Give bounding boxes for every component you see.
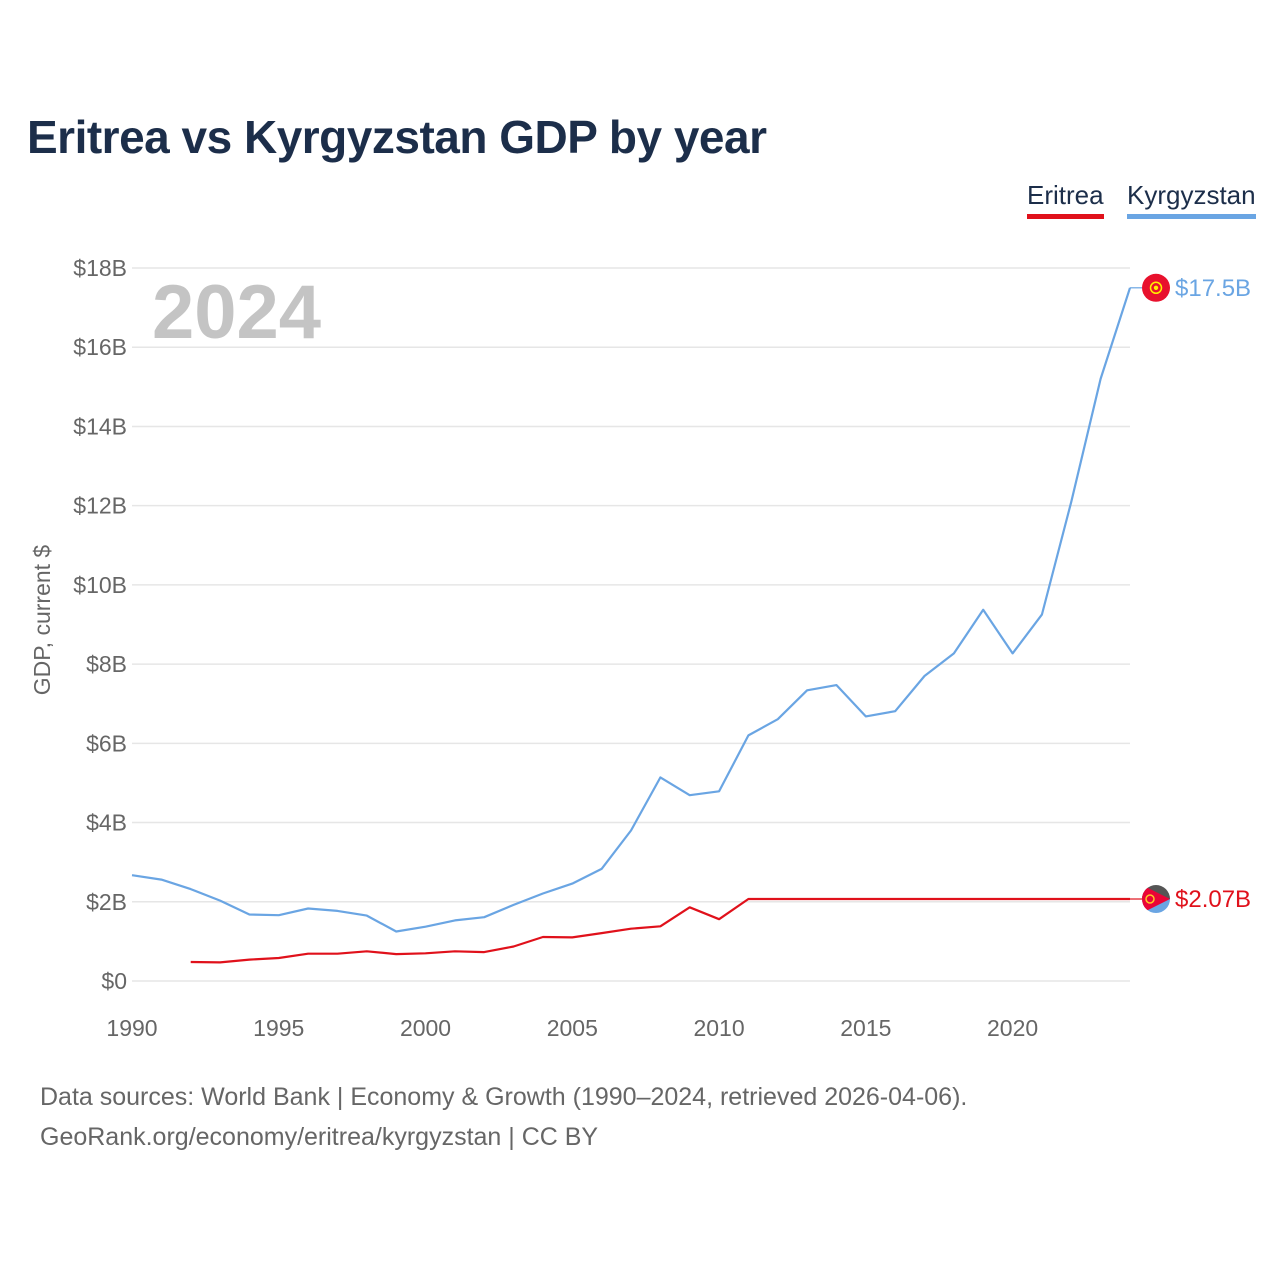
x-tick-label: 2010 <box>693 1015 744 1041</box>
y-tick-label: $8B <box>86 651 127 677</box>
y-tick-label: $16B <box>73 334 127 360</box>
y-tick-label: $18B <box>73 255 127 281</box>
y-tick-label: $14B <box>73 413 127 439</box>
credit-link[interactable]: GeoRank.org/economy/eritrea/kyrgyzstan |… <box>40 1123 599 1151</box>
series-line-kyrgyzstan[interactable] <box>131 287 1132 933</box>
y-tick-label: $10B <box>73 572 127 598</box>
year-watermark: 2024 <box>152 270 321 355</box>
x-tick-label: 2020 <box>987 1015 1038 1041</box>
gridlines <box>132 267 1130 982</box>
x-tick-label: 2015 <box>840 1015 891 1041</box>
legend-item-kyrgyzstan[interactable]: Kyrgyzstan <box>1127 180 1256 219</box>
x-tick-label: 2000 <box>400 1015 451 1041</box>
y-tick-label: $6B <box>86 730 127 756</box>
end-value-label-eritrea: $2.07B <box>1175 886 1251 913</box>
x-tick-label: 1990 <box>106 1015 157 1041</box>
y-tick-label: $4B <box>86 810 127 836</box>
x-tick-label: 1995 <box>253 1015 304 1041</box>
y-tick-label: $12B <box>73 493 127 519</box>
gdp-line-chart: $0$2B$4B$6B$8B$10B$12B$14B$16B$18B 1990 1… <box>29 255 1251 1041</box>
series-line-eritrea[interactable] <box>190 897 1130 964</box>
chart-title: Eritrea vs Kyrgyzstan GDP by year <box>27 111 767 163</box>
legend-item-eritrea[interactable]: Eritrea <box>1027 180 1104 219</box>
x-axis-ticks: 1990 1995 2000 2005 2010 2015 2020 <box>106 1015 1038 1041</box>
x-tick-label: 2005 <box>547 1015 598 1041</box>
series-lines <box>131 287 1132 964</box>
eritrea-flag-icon <box>1142 885 1170 914</box>
y-tick-label: $2B <box>86 889 127 915</box>
end-markers: $2.07B $17.5B <box>1130 273 1251 914</box>
y-axis-ticks: $0 $2B $4B $6B $8B $10B $12B $14B $16B $18B <box>73 255 127 994</box>
data-source-note: Data sources: World Bank | Economy & Gro… <box>40 1083 968 1111</box>
end-value-label-kyrgyzstan: $17.5B <box>1175 275 1251 302</box>
kyrgyzstan-flag-icon <box>1142 273 1170 302</box>
y-tick-label: $0 <box>101 968 127 994</box>
y-axis-label: GDP, current $ <box>29 545 55 696</box>
